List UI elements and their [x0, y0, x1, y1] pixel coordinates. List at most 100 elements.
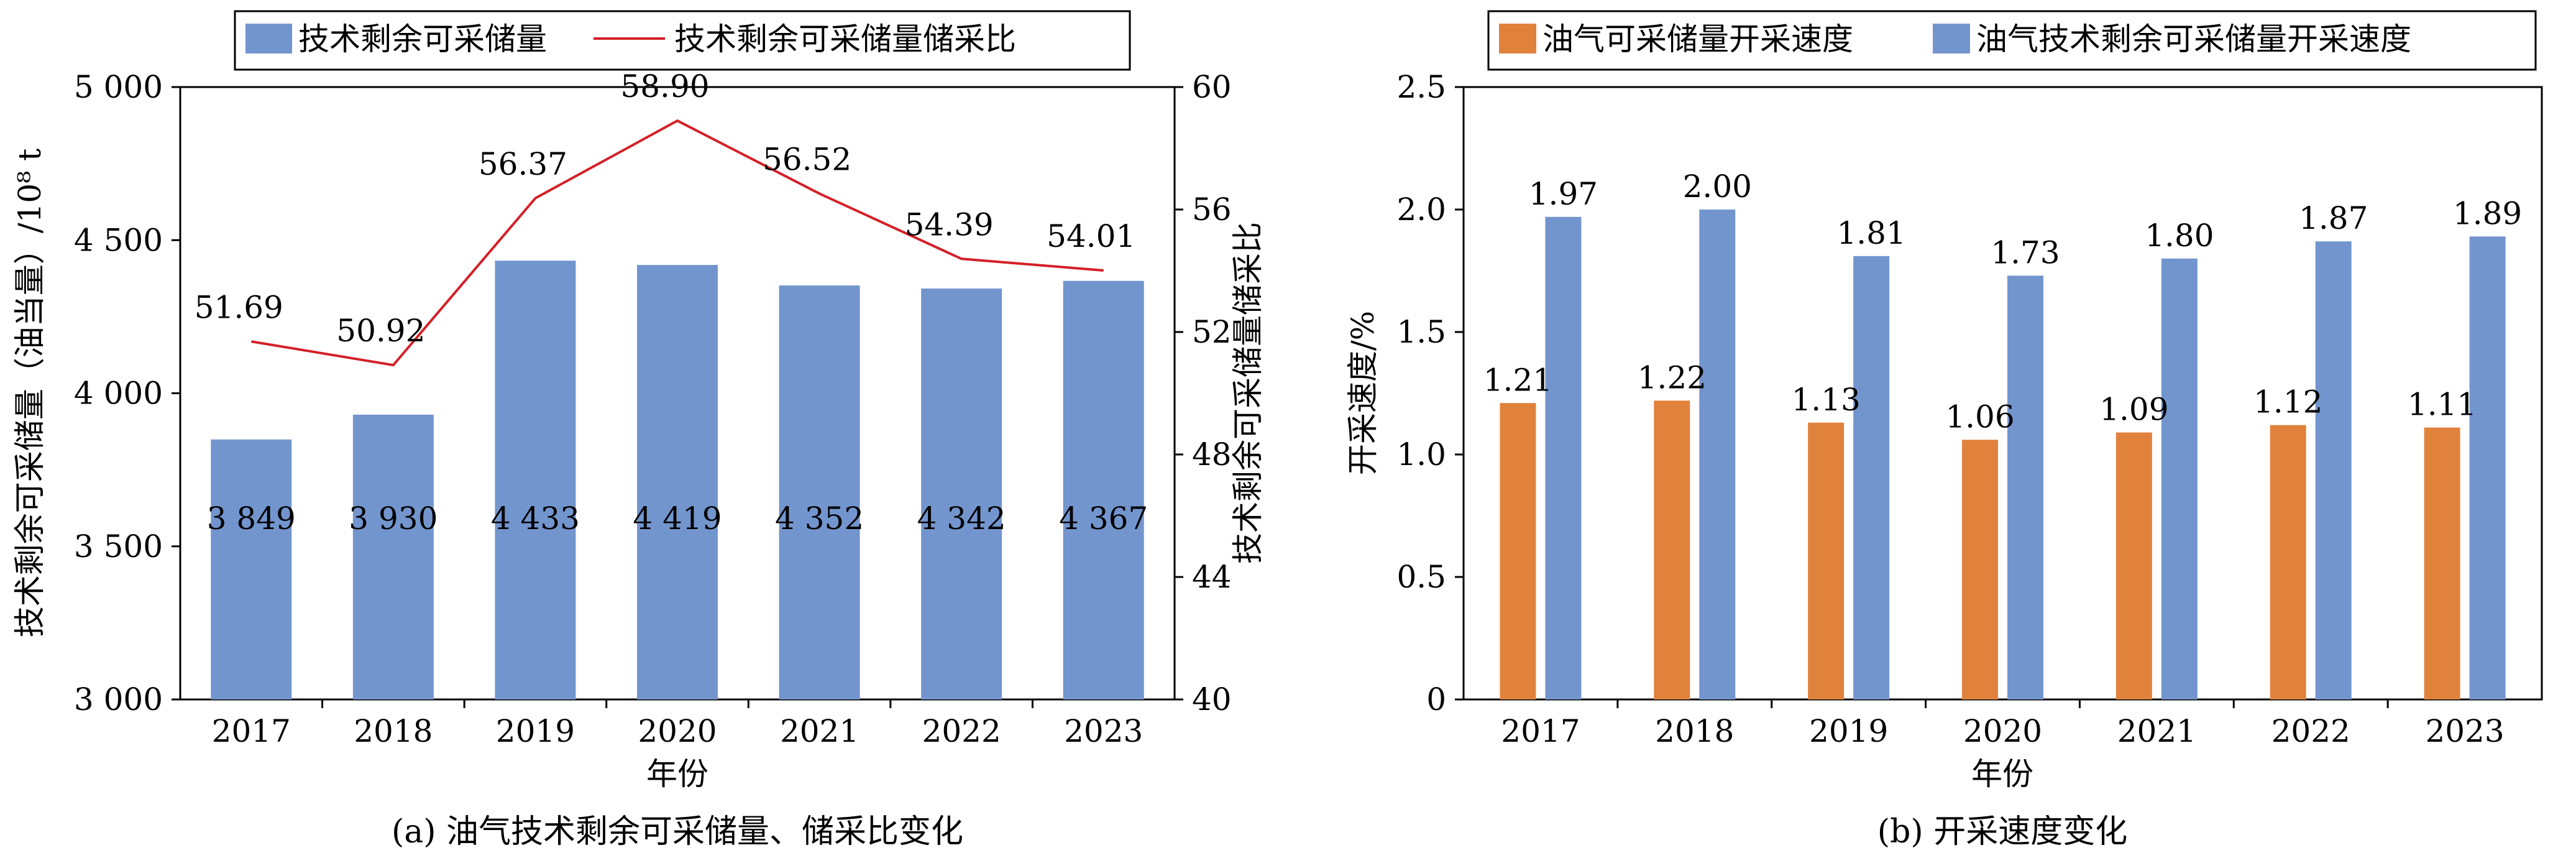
bar-b-s2-2019 — [1853, 256, 1890, 699]
y2-tick-label-a: 56 — [1192, 191, 1232, 228]
bar-b-label-s1-2021: 1.09 — [2099, 392, 2168, 428]
x-tick-label-a: 2020 — [638, 713, 717, 749]
bar-b-label-s1-2020: 1.06 — [1945, 399, 2014, 435]
bar-b-s2-2020 — [2007, 275, 2043, 699]
panel-a-y2-ticks: 40 44 48 52 56 60 — [1175, 69, 1232, 717]
bar-b-s1-2022 — [2270, 425, 2306, 699]
panel-b-legend-box — [1487, 10, 2537, 71]
panel-b-bar-labels: 1.21 1.22 1.13 1.06 1.09 1.12 1.11 1.97 2.00 1.81… — [1483, 168, 2522, 435]
panel-a-x-ticks: 2017 2018 2019 2020 2021 2022 2023 — [212, 699, 1143, 749]
x-tick-label-b: 2019 — [1809, 713, 1888, 749]
x-tick-label-a: 2019 — [496, 713, 575, 749]
x-tick-label-b: 2020 — [1963, 713, 2042, 749]
line-a-label-2023: 54.01 — [1047, 218, 1135, 254]
panel-a-legend-line-label: 技术剩余可采储量储采比 — [674, 21, 1016, 57]
bar-b-label-s2-2023: 1.89 — [2453, 195, 2522, 231]
bar-b-s1-2017 — [1500, 403, 1536, 699]
y-tick-label-b: 1.5 — [1396, 314, 1446, 350]
y-tick-label-b: 2.0 — [1396, 191, 1446, 228]
y2-tick-label-a: 44 — [1192, 559, 1232, 595]
panel-b-x-ticks: 2017 2018 2019 2020 2021 2022 2023 — [1501, 699, 2505, 749]
y-tick-label-b: 2.5 — [1396, 69, 1446, 105]
panel-a-y-axis-title: 技术剩余可采储量（油当量）/10⁸ t — [12, 149, 48, 638]
panel-b-legend: 油气可采储量开采速度 油气技术剩余可采储量开采速度 — [1487, 10, 2537, 71]
panel-b-y-ticks: 0 0.5 1.0 1.5 2.0 2.5 — [1396, 69, 1464, 717]
y-tick-label-a: 5 000 — [74, 69, 163, 105]
x-tick-label-b: 2018 — [1655, 713, 1734, 749]
panel-a-x-axis-title: 年份 — [646, 756, 708, 792]
y-tick-label-a: 4 000 — [74, 376, 163, 412]
panel-b-plot-frame — [1462, 86, 2543, 701]
line-a-label-2021: 56.52 — [763, 141, 851, 177]
y-tick-label-b: 1.0 — [1396, 436, 1446, 473]
bar-b-s1-2018 — [1654, 400, 1690, 699]
panel-b-legend-label-2: 油气技术剩余可采储量开采速度 — [1976, 21, 2411, 57]
bar-b-s2-2021 — [2161, 258, 2198, 699]
bar-b-label-s1-2022: 1.12 — [2253, 384, 2322, 420]
bar-b-s2-2022 — [2315, 241, 2352, 700]
bar-b-label-s2-2020: 1.73 — [1991, 234, 2060, 270]
panel-a-legend-bar-label: 技术剩余可采储量 — [298, 21, 547, 57]
bar-a-2022 — [921, 288, 1002, 699]
bar-a-2023 — [1063, 280, 1144, 699]
bar-a-label-2019: 4 433 — [491, 500, 580, 537]
bar-b-s1-2023 — [2424, 427, 2460, 699]
bar-a-label-2020: 4 419 — [633, 500, 722, 537]
x-tick-label-b: 2023 — [2425, 713, 2504, 749]
bar-a-label-2018: 3 930 — [349, 500, 438, 537]
bar-b-s1-2019 — [1808, 422, 1845, 699]
panel-b-x-axis-title: 年份 — [1971, 756, 2033, 792]
bar-b-label-s1-2019: 1.13 — [1791, 382, 1860, 418]
bar-b-label-s2-2021: 1.80 — [2145, 218, 2214, 254]
bar-b-label-s1-2023: 1.11 — [2408, 387, 2477, 423]
panel-a: 技术剩余可采储量 技术剩余可采储量储采比 3 849 3 930 4 433 4 41… — [12, 10, 1266, 851]
bar-b-label-s1-2018: 1.22 — [1638, 359, 1707, 395]
x-tick-label-a: 2017 — [212, 713, 291, 749]
panel-a-legend-box — [234, 10, 1131, 71]
panel-a-series-line — [250, 119, 1104, 367]
panel-a-y-ticks: 3 000 3 500 4 000 4 500 5 000 — [74, 69, 180, 717]
bar-b-label-s1-2017: 1.21 — [1483, 362, 1552, 398]
panel-a-y2-axis-title: 技术剩余可采储量储采比 — [1230, 222, 1266, 564]
bar-b-s2-2023 — [2469, 236, 2506, 700]
y-tick-label-a: 4 500 — [74, 222, 163, 258]
panel-b: 油气可采储量开采速度 油气技术剩余可采储量开采速度 1.21 1.221.13 1.… — [1345, 10, 2543, 851]
panel-b-caption: (b) 开采速度变化 — [1877, 813, 2127, 851]
panel-a-bar-labels: 3 849 3 930 4 433 4 419 4 352 4 342 4 367 — [207, 500, 1148, 537]
x-tick-label-a: 2021 — [780, 713, 859, 749]
bar-a-2021 — [779, 285, 860, 699]
panel-a-line-labels: 51.69 50.92 56.37 58.90 56.52 54.39 54.01 — [195, 68, 1136, 349]
line-a-label-2020: 58.90 — [620, 68, 709, 104]
x-tick-label-b: 2017 — [1501, 713, 1580, 749]
panel-a-legend-bar-swatch — [245, 24, 292, 53]
bar-a-label-2021: 4 352 — [775, 500, 864, 537]
bar-b-s1-2021 — [2115, 432, 2152, 699]
y2-tick-label-a: 60 — [1192, 69, 1232, 105]
panel-a-caption: (a) 油气技术剩余可采储量、储采比变化 — [392, 813, 963, 851]
bar-a-2019 — [495, 261, 576, 699]
bar-b-label-s2-2019: 1.81 — [1836, 215, 1905, 251]
bar-a-2018 — [352, 414, 434, 699]
bar-b-label-s2-2018: 2.00 — [1683, 168, 1752, 205]
bar-a-label-2017: 3 849 — [207, 500, 296, 537]
line-a-label-2019: 56.37 — [479, 146, 567, 182]
panel-b-legend-label-1: 油气可采储量开采速度 — [1542, 21, 1853, 57]
y-tick-label-b: 0.5 — [1396, 559, 1446, 595]
bar-b-label-s2-2017: 1.97 — [1529, 176, 1598, 212]
bar-b-s2-2018 — [1699, 210, 1736, 699]
x-tick-label-b: 2022 — [2271, 713, 2350, 749]
line-a-label-2022: 54.39 — [905, 206, 994, 242]
bar-b-s2-2017 — [1545, 216, 1582, 699]
panel-b-bars — [1500, 210, 2506, 700]
bar-b-s1-2020 — [1962, 440, 1998, 699]
bar-b-label-s2-2022: 1.87 — [2299, 200, 2368, 236]
y-tick-label-a: 3 500 — [74, 528, 163, 565]
bar-a-label-2023: 4 367 — [1059, 500, 1148, 537]
bar-a-label-2022: 4 342 — [917, 500, 1006, 537]
y2-tick-label-a: 52 — [1192, 314, 1232, 350]
panel-b-legend-swatch-1 — [1499, 24, 1536, 53]
y-tick-label-b: 0 — [1426, 681, 1446, 717]
x-tick-label-a: 2022 — [922, 713, 1001, 749]
panel-b-y-axis-title: 开采速度/% — [1345, 311, 1381, 475]
